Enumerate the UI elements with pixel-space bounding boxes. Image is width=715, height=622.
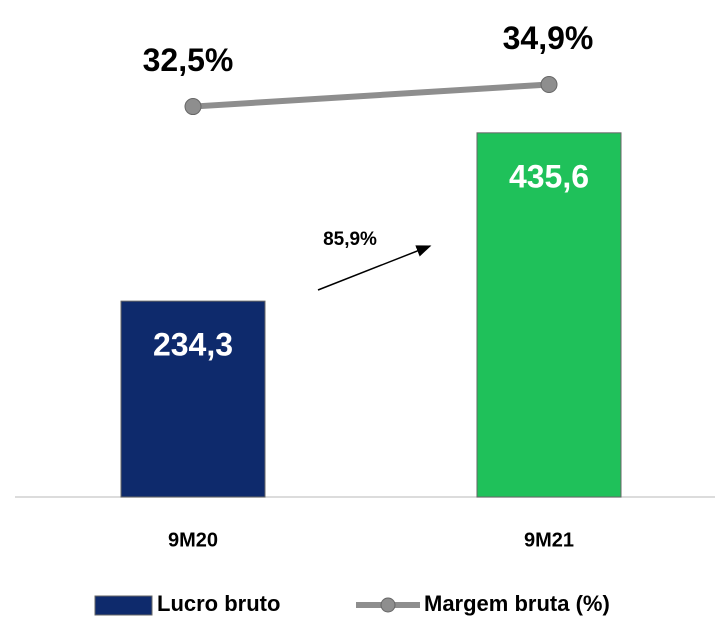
legend-label: Margem bruta (%) <box>424 591 610 616</box>
growth-annotation: 85,9% <box>323 229 377 250</box>
legend-marker <box>380 597 396 613</box>
legend-swatch <box>94 595 153 616</box>
x-tick-label: 9M21 <box>524 529 574 551</box>
growth-arrow <box>317 245 432 291</box>
line-value-label: 32,5% <box>143 42 234 78</box>
bar-value-label: 234,3 <box>153 327 233 363</box>
line <box>192 81 550 110</box>
line-value-label: 34,9% <box>503 20 594 56</box>
x-tick-label: 9M20 <box>168 529 218 551</box>
bar <box>476 132 622 498</box>
legend-label: Lucro bruto <box>157 591 280 616</box>
bar-value-label: 435,6 <box>509 158 589 194</box>
line-marker <box>540 76 558 94</box>
line-marker <box>184 98 202 116</box>
bar <box>120 300 266 498</box>
